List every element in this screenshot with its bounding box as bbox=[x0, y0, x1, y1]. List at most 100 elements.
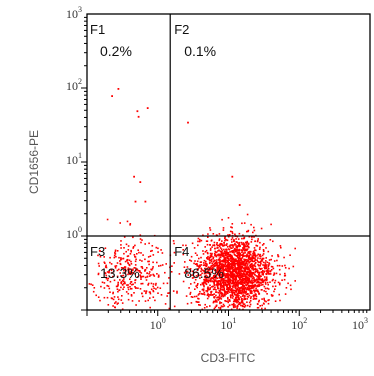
event-point bbox=[232, 246, 235, 248]
event-point bbox=[268, 259, 271, 261]
event-point bbox=[229, 268, 231, 270]
event-point bbox=[252, 298, 255, 300]
event-point bbox=[266, 279, 268, 281]
event-point bbox=[233, 244, 236, 246]
event-point bbox=[201, 283, 204, 285]
event-point bbox=[197, 244, 199, 247]
event-point bbox=[267, 283, 269, 286]
event-point bbox=[235, 276, 238, 278]
event-point bbox=[242, 295, 244, 297]
event-point bbox=[232, 291, 234, 293]
event-point bbox=[215, 299, 217, 302]
event-point bbox=[221, 294, 223, 297]
event-point bbox=[151, 249, 153, 252]
event-point bbox=[217, 287, 219, 290]
event-point bbox=[247, 251, 250, 253]
event-point bbox=[236, 292, 239, 295]
event-point bbox=[149, 275, 151, 277]
event-point bbox=[192, 276, 195, 279]
event-point bbox=[225, 257, 227, 259]
event-point bbox=[214, 247, 216, 250]
event-point bbox=[241, 251, 243, 254]
x-axis-title: CD3-FITC bbox=[201, 351, 256, 365]
event-point bbox=[229, 270, 231, 272]
event-point bbox=[133, 267, 136, 269]
event-point bbox=[246, 265, 249, 267]
event-point bbox=[257, 280, 260, 283]
event-point bbox=[235, 300, 238, 303]
event-point bbox=[214, 263, 216, 265]
event-point bbox=[150, 250, 152, 252]
event-point bbox=[204, 267, 206, 270]
event-point bbox=[265, 247, 267, 249]
event-point bbox=[264, 262, 267, 264]
event-point bbox=[210, 292, 212, 294]
event-point bbox=[104, 262, 106, 264]
event-point bbox=[292, 265, 295, 268]
event-point bbox=[249, 253, 252, 256]
event-point bbox=[226, 239, 229, 242]
event-point bbox=[226, 255, 228, 258]
event-point bbox=[140, 278, 142, 280]
event-point bbox=[234, 283, 237, 286]
event-point bbox=[265, 279, 267, 282]
event-point bbox=[244, 292, 247, 294]
event-point bbox=[123, 247, 125, 249]
event-point bbox=[202, 253, 205, 255]
event-point bbox=[244, 275, 247, 278]
event-point bbox=[254, 249, 256, 251]
event-point bbox=[269, 239, 272, 241]
event-point bbox=[249, 263, 252, 266]
event-point bbox=[117, 296, 119, 298]
event-point bbox=[134, 256, 137, 258]
event-point bbox=[265, 260, 267, 262]
event-point bbox=[222, 265, 224, 268]
event-point bbox=[249, 273, 252, 276]
event-point bbox=[216, 266, 219, 268]
quadrant-f3-percent: 13.3% bbox=[100, 265, 140, 281]
event-point bbox=[111, 95, 113, 97]
event-point bbox=[240, 249, 243, 252]
event-point bbox=[258, 271, 260, 274]
event-point bbox=[209, 249, 212, 251]
event-point bbox=[232, 295, 234, 298]
event-point bbox=[217, 253, 220, 256]
event-point bbox=[281, 265, 284, 267]
event-point bbox=[216, 263, 218, 266]
event-point bbox=[230, 296, 232, 299]
event-point bbox=[279, 299, 281, 302]
event-point bbox=[226, 257, 229, 260]
event-point bbox=[99, 299, 101, 302]
event-point bbox=[206, 270, 208, 272]
event-point bbox=[151, 269, 153, 271]
event-point bbox=[256, 270, 259, 273]
event-point bbox=[139, 238, 142, 240]
event-point bbox=[222, 285, 224, 287]
event-point bbox=[245, 248, 247, 251]
event-point bbox=[241, 305, 244, 308]
event-point bbox=[239, 245, 241, 247]
event-point bbox=[222, 280, 225, 282]
event-point bbox=[230, 260, 232, 263]
event-point bbox=[203, 284, 205, 287]
event-point bbox=[130, 270, 132, 273]
event-point bbox=[221, 274, 224, 277]
event-point bbox=[210, 267, 212, 270]
event-point bbox=[242, 242, 245, 244]
event-point bbox=[253, 297, 256, 300]
event-point bbox=[203, 282, 205, 284]
event-point bbox=[221, 276, 223, 279]
event-point bbox=[229, 244, 232, 246]
event-point bbox=[281, 279, 283, 281]
event-point bbox=[106, 271, 109, 273]
event-point bbox=[115, 301, 117, 303]
event-point bbox=[244, 280, 246, 283]
event-point bbox=[241, 300, 243, 303]
event-point bbox=[221, 250, 223, 252]
event-point bbox=[279, 245, 282, 247]
event-point bbox=[130, 260, 132, 263]
event-point bbox=[238, 252, 241, 255]
event-point bbox=[204, 272, 207, 274]
event-point bbox=[259, 257, 261, 260]
event-point bbox=[235, 270, 238, 273]
